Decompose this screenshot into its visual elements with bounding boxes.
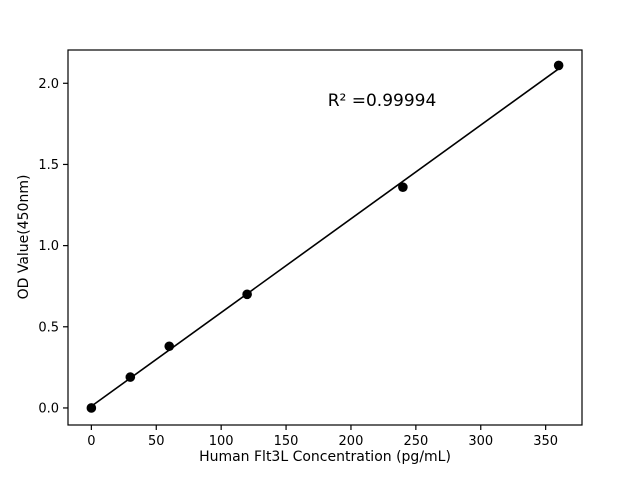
data-point [398,182,408,192]
data-point [553,60,564,71]
x-tick-label: 50 [148,434,165,449]
x-tick-label: 0 [87,434,95,449]
fit-line [90,68,560,407]
x-tick-label: 100 [209,434,234,449]
y-tick-label: 0.0 [38,401,59,416]
data-point [86,403,97,413]
x-tick-label: 350 [533,434,558,449]
y-tick-label: 2.0 [38,77,59,92]
y-axis-label: OD Value(450nm) [16,175,32,300]
data-point [164,341,175,352]
x-tick-label: 200 [339,434,364,449]
plot-area: 0 50 100 150 200 250 300 350 0.0 0.5 1.0 1.5 2.0 [38,49,583,449]
data-point [242,289,252,300]
r-squared-annotation: R² =0.99994 [328,91,437,111]
x-tick-label: 300 [468,434,493,449]
axes-frame [67,49,583,426]
x-axis-label: Human Flt3L Concentration (pg/mL) [199,449,451,465]
x-tick-label: 150 [274,434,299,449]
y-tick-label: 1.5 [38,158,59,173]
y-tick-label: 0.5 [38,320,59,335]
x-tick-label: 250 [403,434,428,449]
y-tick-label: 1.0 [38,239,59,254]
data-point [125,372,136,382]
